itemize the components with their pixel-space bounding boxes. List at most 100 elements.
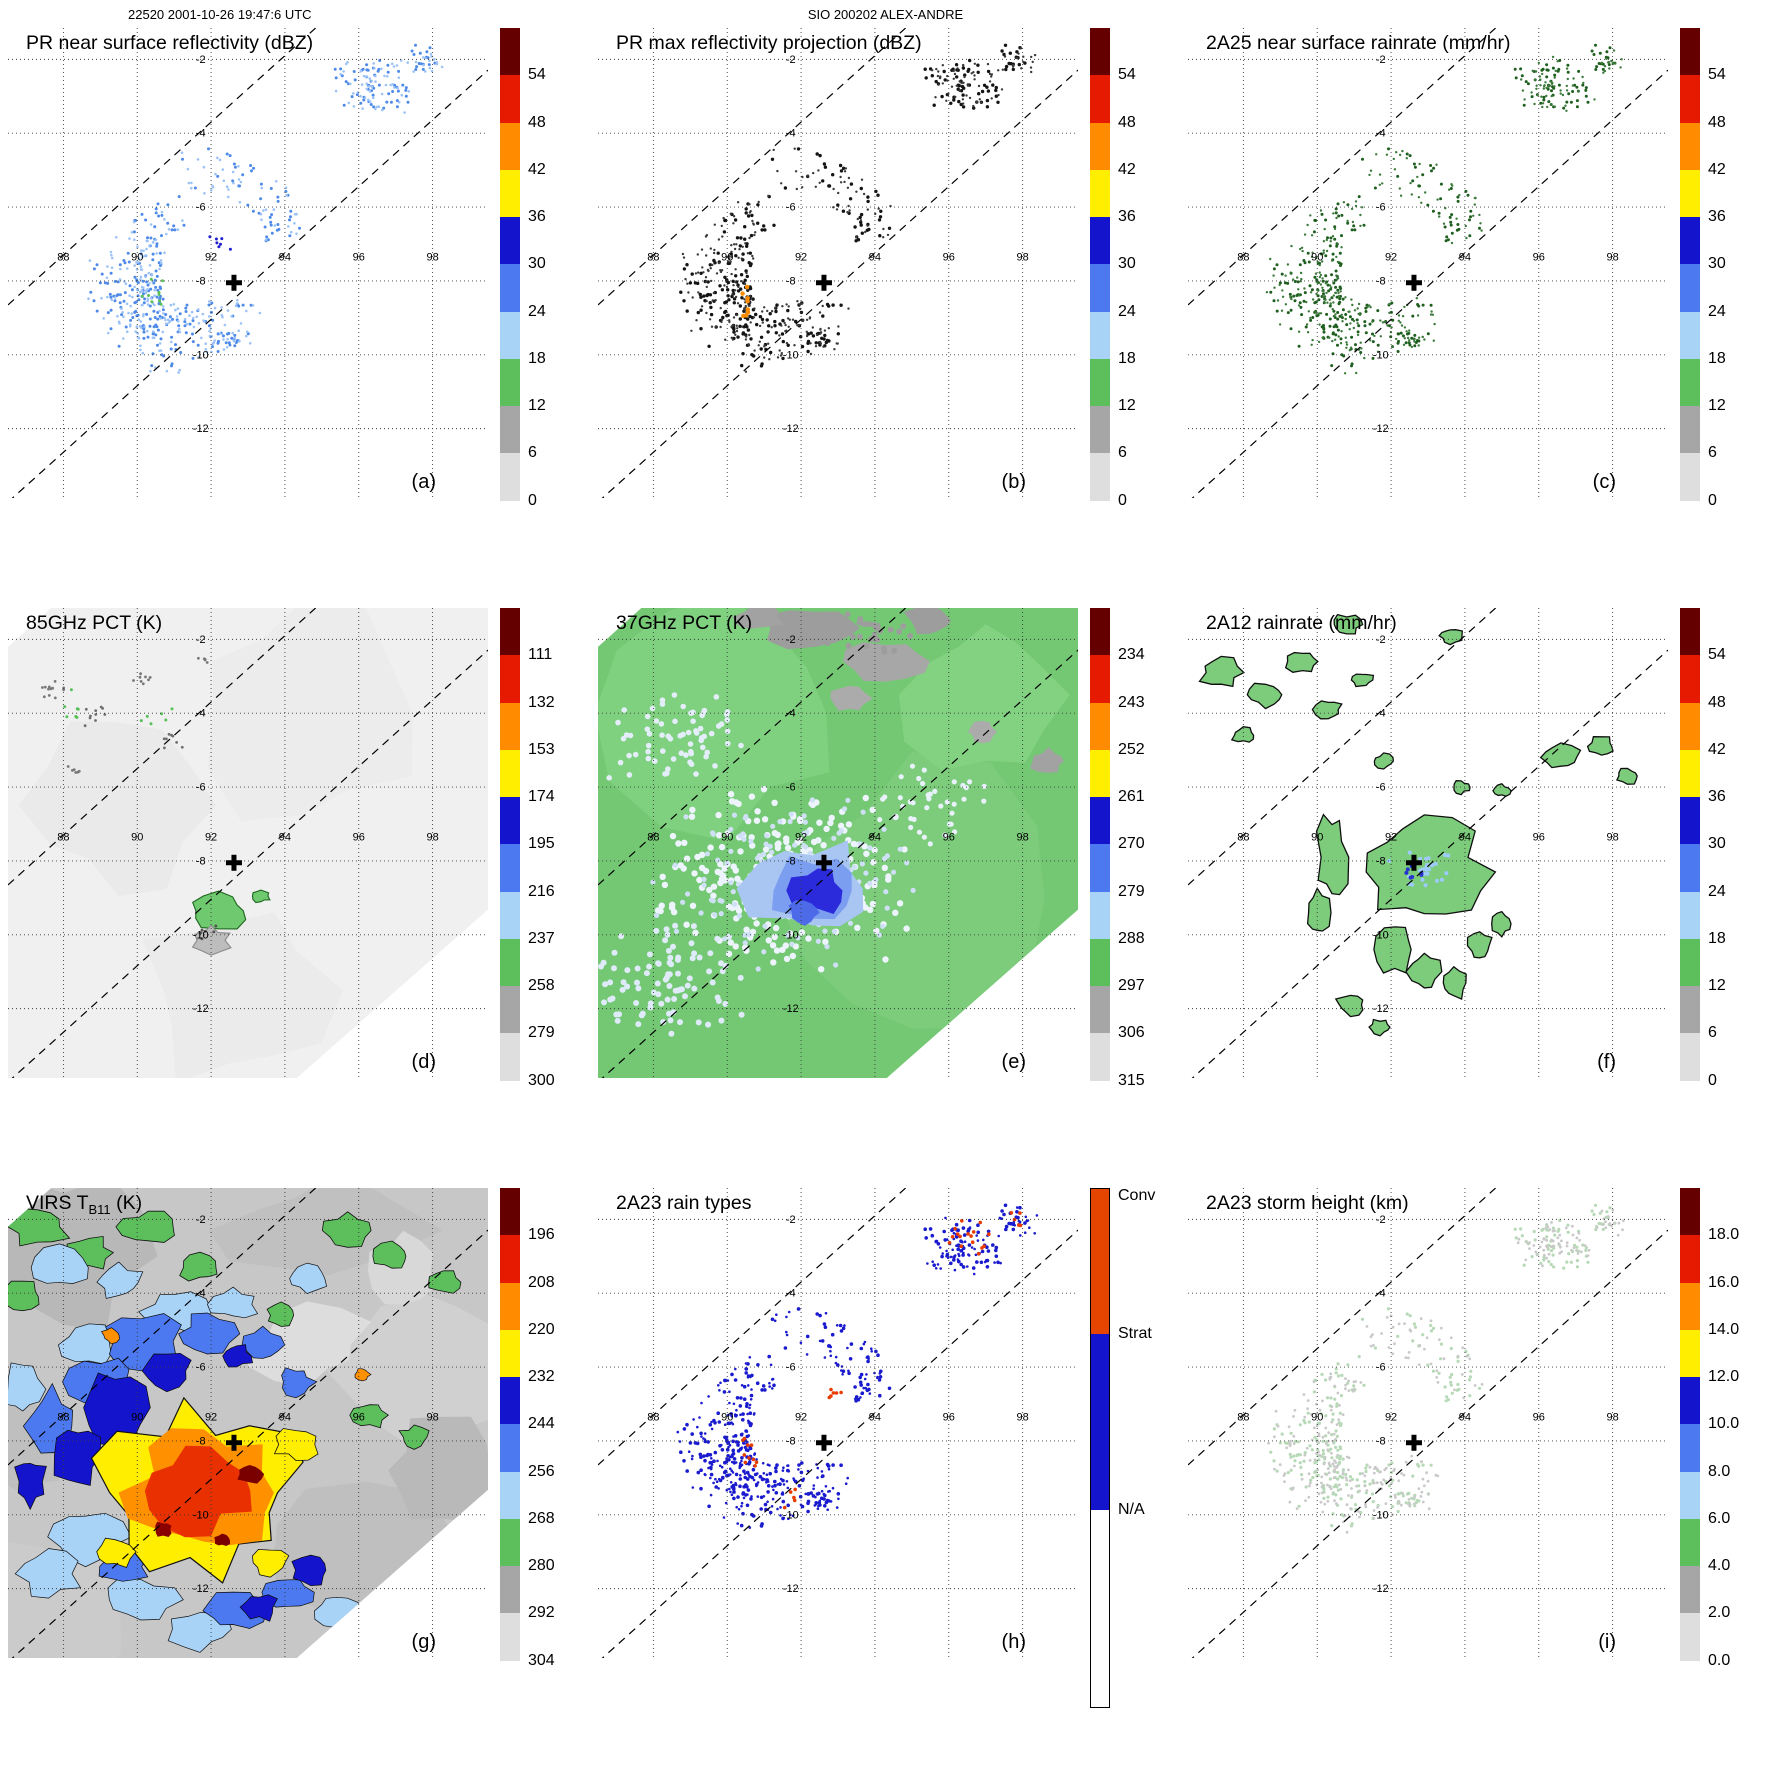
data-speckle — [1462, 1396, 1466, 1400]
data-speckle — [1334, 1438, 1337, 1441]
data-speckle — [1358, 313, 1362, 317]
data-speckle — [148, 264, 152, 267]
data-speckle — [709, 267, 712, 270]
lat-tick-label: -6 — [786, 1362, 796, 1374]
data-speckle — [748, 251, 752, 255]
data-speckle — [1435, 163, 1438, 166]
data-speckle — [769, 849, 775, 855]
data-speckle — [1414, 1500, 1418, 1505]
data-speckle — [792, 1498, 797, 1503]
lon-tick-label: 88 — [57, 252, 69, 264]
data-speckle — [741, 252, 745, 256]
data-speckle — [107, 331, 110, 335]
data-speckle — [89, 290, 93, 294]
data-speckle — [958, 89, 961, 93]
data-speckle — [200, 937, 204, 941]
colorbar-tick-label: 297 — [1118, 977, 1145, 995]
data-speckle — [815, 938, 821, 944]
colorbar-segment — [1090, 655, 1110, 703]
data-speckle — [737, 1441, 740, 1444]
data-speckle — [1323, 1502, 1327, 1506]
data-speckle — [986, 62, 990, 66]
data-speckle — [965, 94, 968, 97]
data-blob — [30, 1243, 89, 1284]
colorbar-tick-label: 196 — [528, 1226, 555, 1244]
data-speckle — [1017, 52, 1020, 55]
data-speckle — [728, 880, 734, 886]
data-speckle — [1302, 259, 1306, 262]
data-speckle — [1378, 183, 1381, 186]
data-speckle — [690, 329, 693, 332]
data-speckle — [207, 315, 211, 318]
data-speckle — [884, 853, 890, 859]
data-speckle — [870, 621, 877, 628]
data-speckle — [1327, 289, 1331, 293]
data-speckle — [153, 366, 157, 369]
data-speckle — [133, 275, 137, 279]
data-speckle — [936, 74, 940, 78]
data-speckle — [697, 291, 700, 294]
data-speckle — [877, 817, 883, 823]
data-speckle — [749, 210, 752, 213]
data-speckle — [1323, 1455, 1327, 1459]
data-speckle — [1339, 337, 1343, 341]
colorbar-segment — [500, 358, 520, 407]
data-speckle — [728, 826, 734, 832]
data-speckle — [741, 1418, 745, 1422]
data-speckle — [1347, 1389, 1351, 1392]
data-speckle — [1545, 1235, 1549, 1239]
data-speckle — [698, 1416, 701, 1419]
data-speckle — [1339, 342, 1343, 345]
data-speckle — [730, 1421, 733, 1424]
data-speckle — [753, 233, 756, 237]
data-blob — [251, 889, 271, 904]
data-speckle — [740, 1504, 743, 1508]
data-speckle — [873, 877, 879, 883]
data-speckle — [963, 1240, 967, 1243]
data-speckle — [154, 333, 158, 337]
data-speckle — [1015, 50, 1019, 54]
data-speckle — [853, 225, 857, 229]
pr-swath-edge-line — [601, 1229, 1078, 1658]
data-speckle — [740, 1463, 744, 1467]
data-speckle — [758, 315, 763, 319]
data-speckle — [1581, 1243, 1585, 1247]
data-speckle — [748, 793, 756, 800]
data-speckle — [677, 733, 683, 739]
data-speckle — [735, 1396, 740, 1400]
data-speckle — [1000, 1209, 1004, 1213]
data-speckle — [1369, 1344, 1373, 1348]
data-speckle — [707, 344, 711, 348]
data-speckle — [694, 853, 701, 861]
data-speckle — [1335, 274, 1338, 277]
data-speckle — [1345, 1455, 1349, 1459]
data-speckle — [1584, 1248, 1588, 1252]
data-speckle — [417, 62, 421, 65]
data-speckle — [1373, 186, 1377, 190]
data-speckle — [665, 947, 672, 954]
colorbar-segment — [1680, 1033, 1700, 1081]
data-speckle — [738, 1404, 743, 1408]
data-speckle — [1303, 287, 1306, 290]
data-speckle — [986, 1229, 991, 1234]
data-speckle — [154, 269, 158, 273]
lat-tick-label: -2 — [196, 634, 206, 646]
data-blob — [100, 1327, 120, 1345]
data-speckle — [712, 1481, 715, 1485]
data-speckle — [352, 70, 356, 73]
data-speckle — [634, 965, 641, 972]
data-speckle — [342, 103, 346, 107]
data-speckle — [1023, 1221, 1027, 1225]
data-speckle — [836, 203, 840, 207]
data-speckle — [367, 98, 370, 102]
data-speckle — [877, 207, 880, 210]
data-speckle — [1411, 179, 1415, 183]
data-speckle — [1303, 1421, 1307, 1425]
data-speckle — [1334, 1483, 1338, 1487]
data-speckle — [780, 324, 783, 327]
storm-center-cross — [225, 1434, 242, 1451]
data-speckle — [781, 1469, 785, 1472]
data-speckle — [1357, 195, 1361, 199]
data-speckle — [747, 1460, 752, 1465]
data-speckle — [1608, 46, 1612, 50]
